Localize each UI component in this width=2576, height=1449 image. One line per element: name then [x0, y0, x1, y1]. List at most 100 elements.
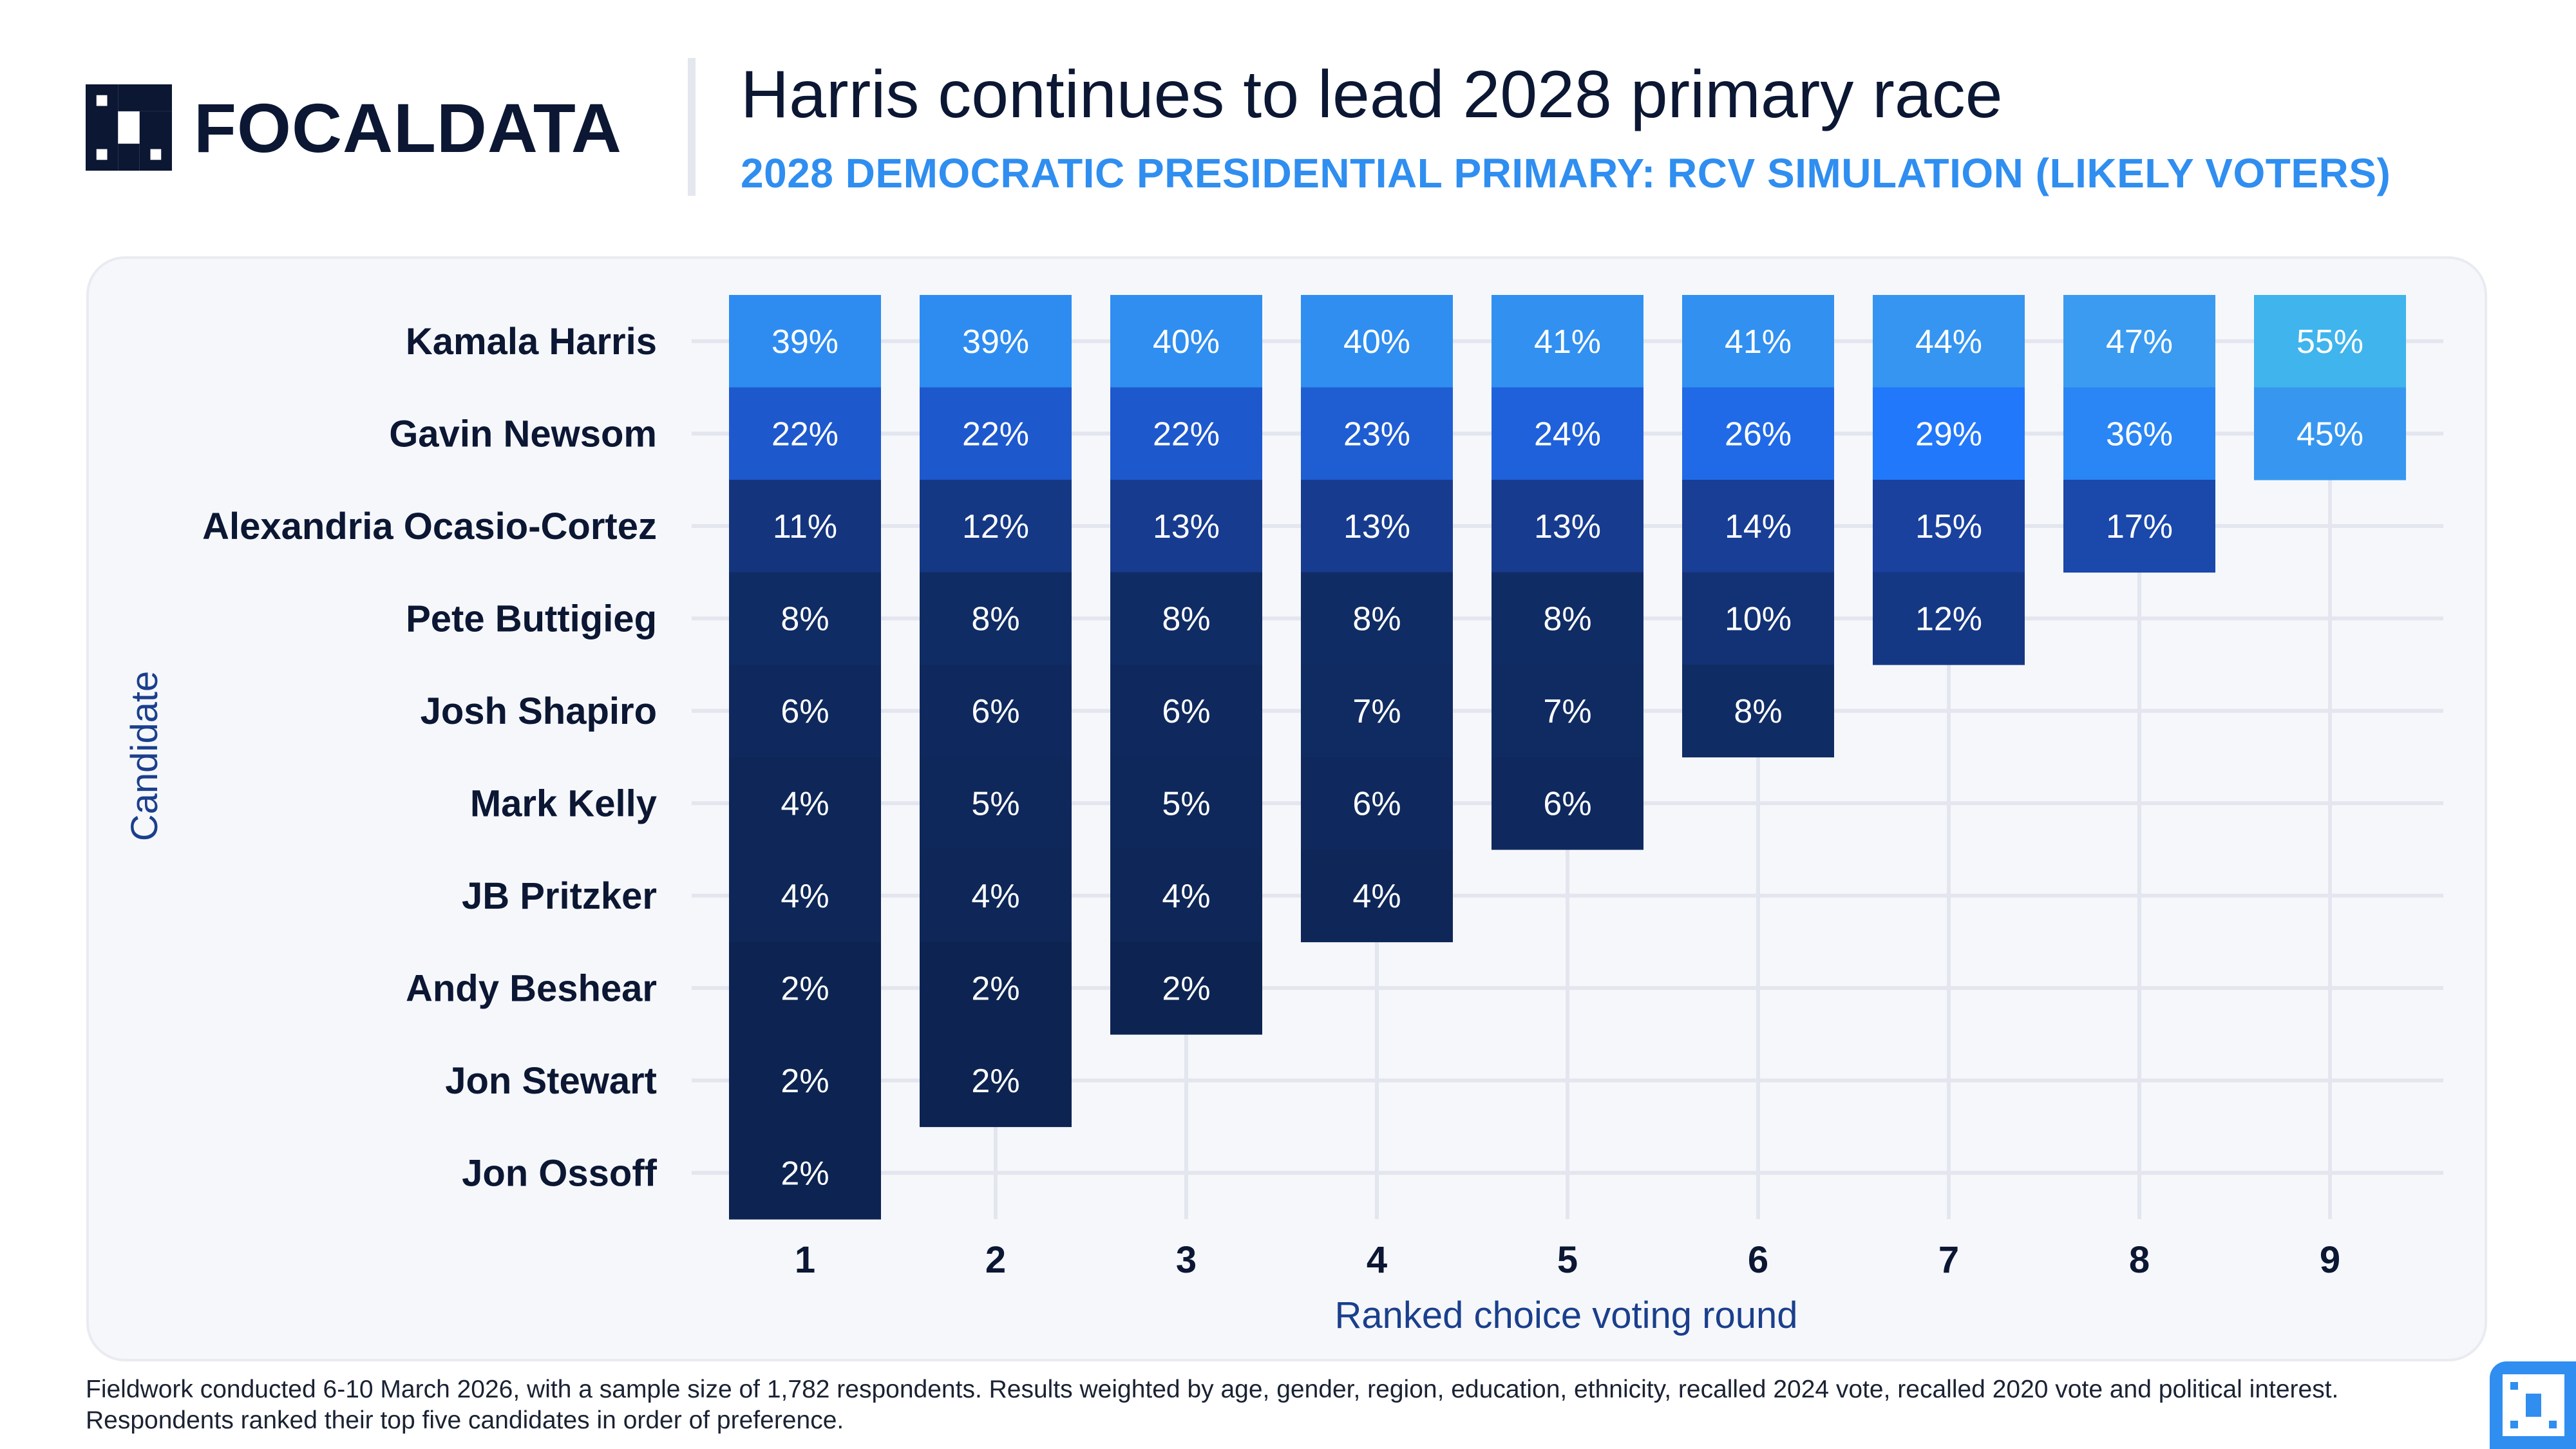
cell-value-label: 8% [1543, 600, 1591, 638]
cell-value-label: 2% [781, 970, 829, 1007]
heatmap-cell [729, 480, 881, 573]
heatmap-cell [729, 295, 881, 388]
rcv-heatmap: 39%22%11%8%6%4%4%2%2%2%39%22%12%8%6%5%4%… [124, 295, 2443, 1336]
cell-value-label: 7% [1543, 693, 1591, 730]
cell-value-label: 24% [1534, 415, 1601, 453]
cell-value-label: 14% [1725, 508, 1792, 545]
corner-logo-badge [2490, 1361, 2576, 1449]
heatmap-cell [920, 387, 1072, 480]
heatmap-cell [1301, 480, 1453, 573]
cell-value-label: 2% [971, 970, 1019, 1007]
heatmap-cell [1873, 295, 2025, 388]
cell-value-label: 41% [1725, 323, 1792, 361]
heatmap-cell [729, 572, 881, 665]
cell-value-label: 5% [971, 785, 1019, 822]
heatmap-cell [1301, 757, 1453, 850]
heatmap-cell [920, 1034, 1072, 1128]
heatmap-cell [729, 665, 881, 758]
candidate-label: Jon Stewart [445, 1060, 657, 1102]
footnote: Fieldwork conducted 6-10 March 2026, wit… [86, 1374, 2338, 1436]
cell-value-label: 8% [1734, 693, 1782, 730]
candidate-label: Kamala Harris [406, 321, 657, 363]
footnote-line-1: Fieldwork conducted 6-10 March 2026, wit… [86, 1376, 2339, 1403]
heatmap-cell [729, 1034, 881, 1128]
cell-value-label: 4% [971, 878, 1019, 915]
cell-value-label: 39% [962, 323, 1029, 361]
round-tick-label: 4 [1367, 1239, 1387, 1281]
heatmap-cell [729, 942, 881, 1035]
heatmap-cell [1873, 387, 2025, 480]
candidate-label: Alexandria Ocasio-Cortez [202, 506, 657, 547]
heatmap-cell [1110, 942, 1262, 1035]
cell-value-label: 8% [781, 600, 829, 638]
cell-value-label: 13% [1343, 508, 1410, 545]
round-tick-label: 7 [1938, 1239, 1959, 1281]
cell-value-label: 6% [1162, 693, 1210, 730]
cell-value-label: 36% [2106, 415, 2173, 453]
heatmap-cell [1301, 572, 1453, 665]
heatmap-cell [729, 1126, 881, 1220]
cell-value-label: 6% [971, 693, 1019, 730]
header-divider [688, 58, 696, 196]
cell-value-label: 41% [1534, 323, 1601, 361]
heatmap-cell [1110, 665, 1262, 758]
round-tick-label: 2 [985, 1239, 1006, 1281]
cell-value-label: 23% [1343, 415, 1410, 453]
heatmap-cell [920, 849, 1072, 943]
heatmap-cell [2254, 295, 2406, 388]
cell-value-label: 8% [1162, 600, 1210, 638]
chart-title: Harris continues to lead 2028 primary ra… [741, 57, 2003, 132]
heatmap-cell [1682, 665, 1834, 758]
heatmap-cell [2063, 480, 2215, 573]
footnote-line-2: Respondents ranked their top five candid… [86, 1406, 844, 1434]
candidate-label: JB Pritzker [462, 875, 657, 917]
cell-value-label: 2% [1162, 970, 1210, 1007]
cell-value-label: 45% [2297, 415, 2363, 453]
cell-value-label: 39% [772, 323, 838, 361]
y-axis-title: Candidate [124, 671, 166, 841]
cell-value-label: 13% [1153, 508, 1220, 545]
candidate-label: Andy Beshear [406, 967, 657, 1009]
cell-value-label: 22% [962, 415, 1029, 453]
cell-value-label: 2% [781, 1063, 829, 1100]
heatmap-cell [1682, 480, 1834, 573]
heatmap-cell [1492, 572, 1643, 665]
focaldata-logo: FOCALDATA [86, 84, 622, 171]
heatmap-cell [1110, 480, 1262, 573]
cell-value-label: 7% [1352, 693, 1401, 730]
heatmap-cell [920, 480, 1072, 573]
heatmap-cell [1492, 387, 1643, 480]
chart-panel: 39% 22% 11% 8% 6% 4% 4% 2% 2% 2% 39% 22% 12% 8% 6% 5% 4%… [86, 256, 2487, 1361]
round-tick-label: 8 [2129, 1239, 2150, 1281]
focaldata-logo-icon [86, 84, 172, 171]
brand-name: FOCALDATA [194, 88, 622, 167]
heatmap-cell [1110, 572, 1262, 665]
heatmap-cell [1873, 572, 2025, 665]
heatmap-cell [1110, 849, 1262, 943]
cell-value-label: 6% [781, 693, 829, 730]
heatmap-cell [1110, 387, 1262, 480]
cell-value-label: 15% [1915, 508, 1982, 545]
heatmap-cell [1492, 295, 1643, 388]
heatmap-cell [1873, 480, 2025, 573]
round-tick-label: 3 [1176, 1239, 1197, 1281]
cell-value-label: 4% [1162, 878, 1210, 915]
heatmap-cell [1301, 665, 1453, 758]
heatmap-cell [1682, 387, 1834, 480]
round-tick-label: 6 [1748, 1239, 1768, 1281]
heatmap-cell [729, 849, 881, 943]
heatmap-cell [920, 665, 1072, 758]
cell-value-label: 6% [1352, 785, 1401, 822]
cell-value-label: 40% [1153, 323, 1220, 361]
candidate-label: Josh Shapiro [421, 690, 657, 732]
cell-value-label: 22% [772, 415, 838, 453]
cell-value-label: 4% [1352, 878, 1401, 915]
cell-value-label: 13% [1534, 508, 1601, 545]
round-tick-label: 1 [795, 1239, 815, 1281]
cell-value-label: 12% [1915, 600, 1982, 638]
heatmap-cell [2063, 387, 2215, 480]
heatmap-cell [920, 572, 1072, 665]
heatmap-cell [729, 387, 881, 480]
cell-value-label: 10% [1725, 600, 1792, 638]
candidate-label: Jon Ossoff [462, 1152, 658, 1194]
